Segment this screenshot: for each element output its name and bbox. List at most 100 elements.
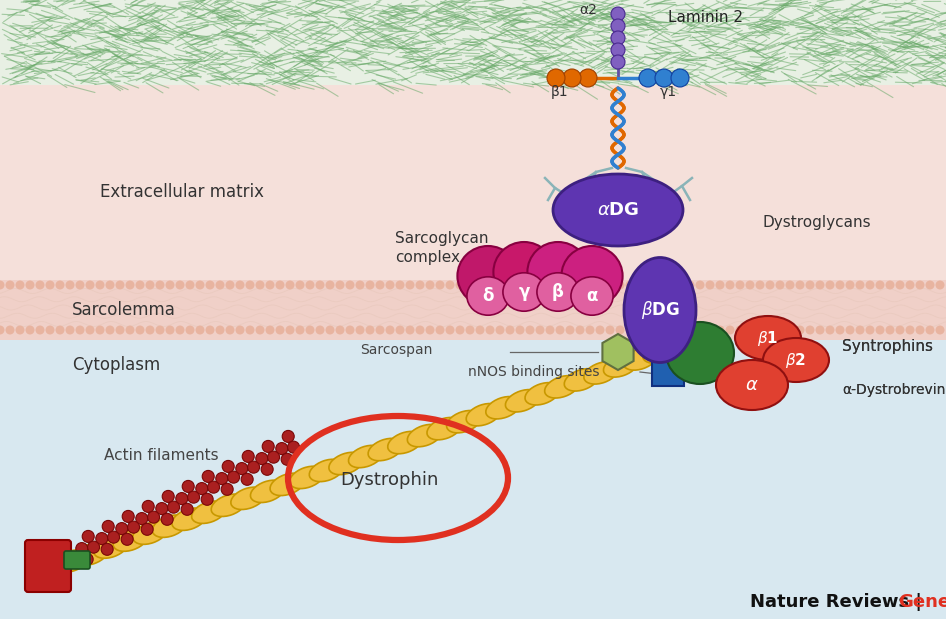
Circle shape [745, 326, 755, 334]
Circle shape [645, 326, 655, 334]
Circle shape [566, 326, 574, 334]
Circle shape [611, 43, 625, 57]
Circle shape [575, 326, 585, 334]
Ellipse shape [54, 550, 89, 572]
Circle shape [176, 493, 188, 504]
Ellipse shape [561, 246, 622, 306]
Circle shape [161, 513, 173, 526]
Ellipse shape [172, 508, 206, 530]
Circle shape [255, 326, 265, 334]
Ellipse shape [152, 515, 187, 537]
Circle shape [686, 326, 694, 334]
Circle shape [386, 326, 394, 334]
Circle shape [248, 461, 259, 473]
Ellipse shape [309, 459, 343, 482]
Circle shape [715, 280, 725, 290]
Circle shape [665, 280, 674, 290]
Circle shape [176, 280, 184, 290]
Circle shape [706, 280, 714, 290]
Circle shape [505, 280, 515, 290]
Circle shape [485, 280, 495, 290]
Text: α-Dystrobrevin: α-Dystrobrevin [842, 383, 945, 397]
Circle shape [395, 326, 405, 334]
Text: $\alpha$DG: $\alpha$DG [597, 201, 639, 219]
Circle shape [96, 280, 104, 290]
Circle shape [15, 280, 25, 290]
Circle shape [281, 453, 293, 465]
Ellipse shape [545, 376, 579, 398]
Bar [0, 85, 946, 280]
Circle shape [496, 280, 504, 290]
Circle shape [216, 280, 224, 290]
Circle shape [128, 521, 140, 533]
Circle shape [365, 280, 375, 290]
Circle shape [365, 326, 375, 334]
Ellipse shape [716, 360, 788, 410]
Circle shape [846, 280, 854, 290]
Ellipse shape [94, 536, 128, 558]
Circle shape [415, 280, 425, 290]
Circle shape [656, 326, 664, 334]
Circle shape [276, 443, 288, 454]
Circle shape [221, 483, 233, 495]
Circle shape [476, 280, 484, 290]
Circle shape [435, 326, 445, 334]
Circle shape [36, 280, 44, 290]
Circle shape [835, 326, 845, 334]
Circle shape [142, 500, 154, 513]
Ellipse shape [553, 174, 683, 246]
Circle shape [636, 280, 644, 290]
Text: Extracellular matrix: Extracellular matrix [100, 183, 264, 201]
Ellipse shape [466, 404, 500, 426]
Circle shape [148, 511, 160, 523]
Circle shape [135, 326, 145, 334]
Ellipse shape [537, 273, 579, 311]
Circle shape [665, 326, 674, 334]
Circle shape [546, 280, 554, 290]
Circle shape [525, 280, 534, 290]
Circle shape [735, 326, 745, 334]
Circle shape [345, 280, 355, 290]
Circle shape [796, 326, 804, 334]
Circle shape [695, 326, 705, 334]
Circle shape [325, 326, 335, 334]
Circle shape [268, 451, 280, 463]
Ellipse shape [584, 361, 619, 384]
Circle shape [611, 31, 625, 45]
Circle shape [595, 326, 604, 334]
Circle shape [896, 326, 904, 334]
Circle shape [0, 280, 5, 290]
Ellipse shape [486, 397, 520, 419]
Circle shape [936, 326, 944, 334]
Circle shape [205, 326, 215, 334]
Ellipse shape [571, 277, 613, 315]
Circle shape [246, 326, 254, 334]
Text: Dystroglycans: Dystroglycans [762, 215, 870, 230]
Circle shape [885, 326, 895, 334]
Circle shape [236, 462, 248, 475]
Circle shape [126, 280, 134, 290]
Circle shape [205, 280, 215, 290]
Circle shape [406, 326, 414, 334]
Circle shape [282, 430, 294, 443]
Ellipse shape [192, 501, 226, 524]
Text: $\alpha$: $\alpha$ [745, 376, 759, 394]
Text: Sarcoglycan
complex: Sarcoglycan complex [395, 231, 488, 266]
Circle shape [835, 280, 845, 290]
Text: α2: α2 [579, 3, 597, 17]
Circle shape [446, 280, 454, 290]
Circle shape [261, 463, 273, 475]
Circle shape [916, 326, 924, 334]
Text: Cytoplasm: Cytoplasm [72, 356, 160, 374]
Circle shape [706, 326, 714, 334]
Circle shape [183, 480, 194, 493]
Circle shape [255, 452, 268, 465]
Circle shape [686, 280, 694, 290]
Circle shape [126, 326, 134, 334]
Circle shape [122, 511, 134, 522]
Circle shape [855, 280, 865, 290]
Circle shape [185, 280, 195, 290]
Circle shape [136, 513, 148, 524]
Circle shape [925, 326, 935, 334]
Circle shape [496, 326, 504, 334]
